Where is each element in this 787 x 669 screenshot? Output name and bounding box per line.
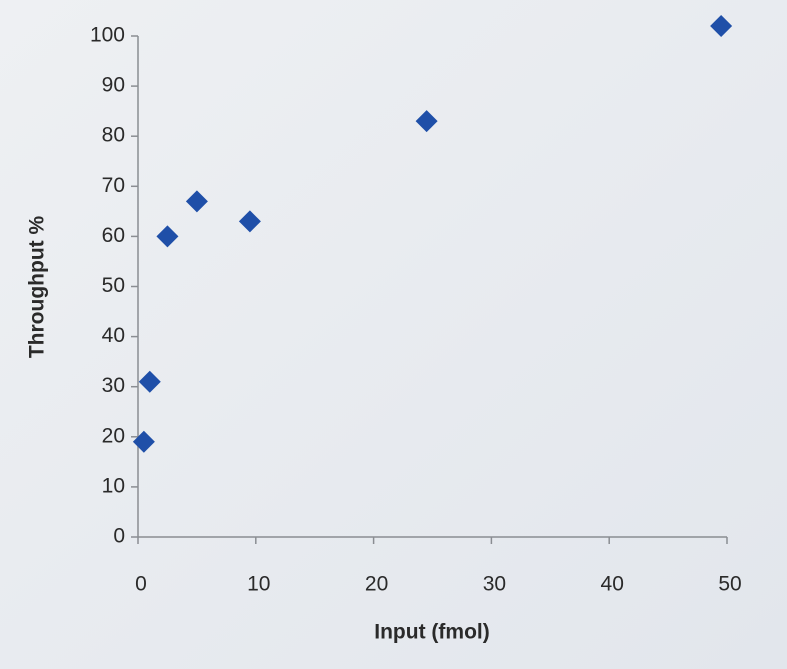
x-tick-label: 20 xyxy=(365,573,388,596)
y-tick-label: 90 xyxy=(102,74,125,97)
y-tick-label: 70 xyxy=(102,174,125,197)
point xyxy=(132,430,155,453)
point xyxy=(138,370,161,393)
point xyxy=(185,190,208,213)
point xyxy=(238,210,261,233)
y-tick-label: 30 xyxy=(102,374,125,397)
x-tick-label: 30 xyxy=(483,573,506,596)
x-tick-label: 40 xyxy=(601,573,624,596)
y-tick-label: 40 xyxy=(102,324,125,347)
y-tick-label: 20 xyxy=(102,424,125,447)
y-tick-label: 10 xyxy=(102,474,125,497)
y-axis-title: Throughput % xyxy=(26,216,49,359)
point xyxy=(710,14,733,37)
x-tick-label: 50 xyxy=(718,573,741,596)
x-tick-label: 10 xyxy=(247,573,270,596)
y-tick-label: 100 xyxy=(90,24,125,47)
x-axis-title: Input (fmol) xyxy=(374,621,489,644)
y-tick-label: 50 xyxy=(102,274,125,297)
y-tick-label: 60 xyxy=(102,224,125,247)
point xyxy=(156,225,179,248)
y-tick-label: 80 xyxy=(102,124,125,147)
x-tick-label: 0 xyxy=(135,573,147,596)
point xyxy=(415,110,438,133)
y-tick-label: 0 xyxy=(113,525,125,548)
